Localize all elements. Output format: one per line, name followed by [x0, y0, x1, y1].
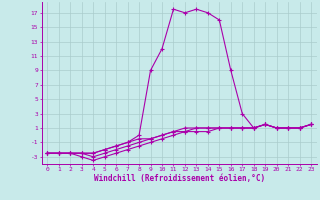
X-axis label: Windchill (Refroidissement éolien,°C): Windchill (Refroidissement éolien,°C) — [94, 174, 265, 183]
